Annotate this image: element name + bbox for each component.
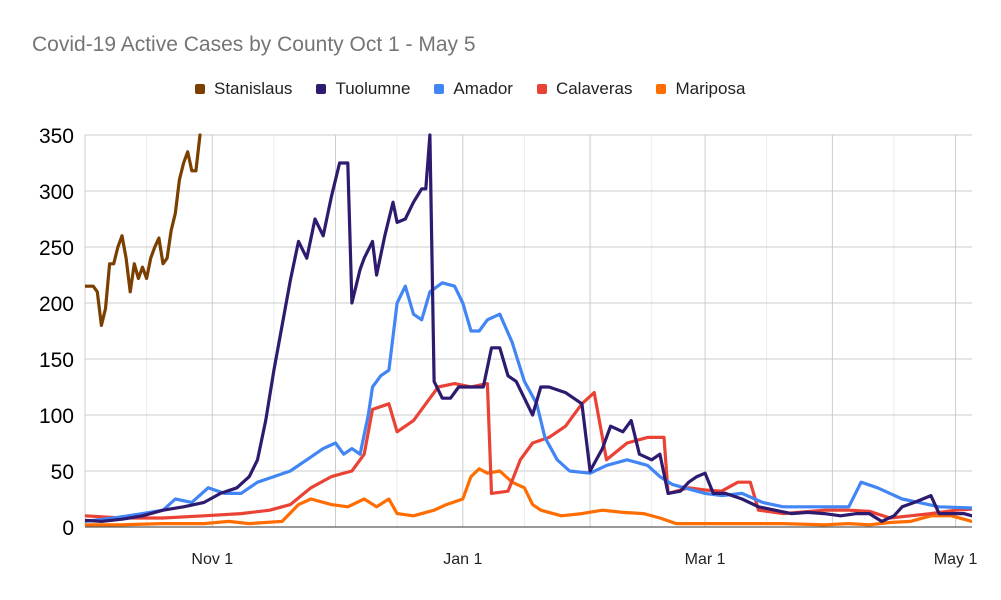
chart-title: Covid-19 Active Cases by County Oct 1 - … [32, 33, 476, 56]
y-tick-label: 150 [39, 349, 74, 372]
y-tick-label: 0 [62, 517, 74, 540]
legend-label-stanislaus: Stanislaus [214, 79, 293, 98]
legend-swatch-mariposa [656, 84, 667, 94]
series-line-stanislaus [85, 133, 202, 327]
legend-label-amador: Amador [453, 79, 513, 98]
x-tick-label: Mar 1 [685, 551, 726, 568]
legend-label-calaveras: Calaveras [555, 79, 633, 98]
legend-label-mariposa: Mariposa [675, 79, 746, 98]
legend: Stanislaus Tuolumne Amador Calaveras Maripos… [195, 77, 769, 101]
legend-swatch-amador [434, 84, 445, 94]
series-line-amador [85, 281, 972, 524]
legend-item-amador: Amador [434, 79, 513, 99]
legend-item-tuolumne: Tuolumne [316, 79, 410, 99]
legend-swatch-stanislaus [195, 84, 205, 94]
series-line-tuolumne [85, 133, 972, 524]
x-tick-label: Nov 1 [191, 551, 233, 568]
legend-item-calaveras: Calaveras [536, 79, 633, 99]
series-line-mariposa [85, 467, 972, 527]
grid [84, 134, 972, 528]
y-tick-label: 50 [51, 461, 74, 484]
legend-swatch-calaveras [536, 84, 547, 94]
x-tick-label: Jan 1 [443, 551, 482, 568]
y-tick-label: 350 [39, 125, 74, 148]
legend-item-mariposa: Mariposa [656, 79, 745, 99]
y-tick-label: 300 [39, 181, 74, 204]
legend-label-tuolumne: Tuolumne [335, 79, 411, 98]
y-tick-label: 200 [39, 293, 74, 316]
legend-swatch-tuolumne [316, 84, 327, 94]
y-tick-label: 250 [39, 237, 74, 260]
legend-item-stanislaus: Stanislaus [195, 79, 292, 99]
y-tick-label: 100 [39, 405, 74, 428]
x-tick-label: May 1 [934, 551, 978, 568]
